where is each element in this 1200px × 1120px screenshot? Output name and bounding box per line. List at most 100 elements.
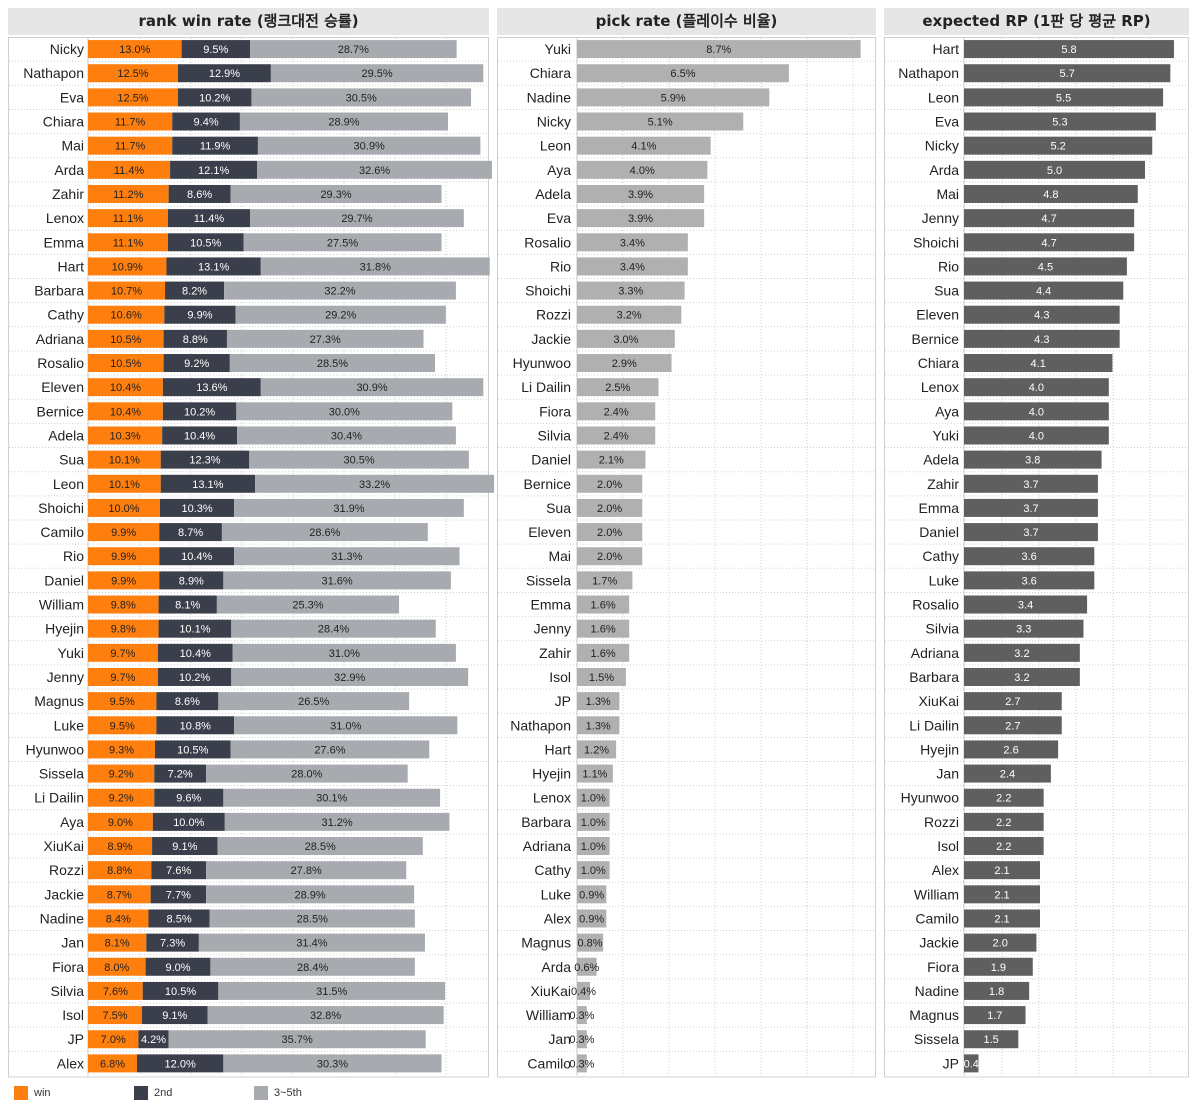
data-label: 8.1% xyxy=(175,600,200,612)
win-bar xyxy=(88,354,164,373)
data-label: 3.2% xyxy=(617,310,642,322)
win-bar xyxy=(88,812,153,831)
data-label: 5.9% xyxy=(661,92,686,104)
category-label: Nathapon xyxy=(23,65,84,81)
category-label: Jan xyxy=(936,766,959,782)
category-label: Silvia xyxy=(538,427,572,443)
third-fifth-bar xyxy=(250,40,457,59)
data-label: 1.9 xyxy=(991,962,1006,974)
category-label: William xyxy=(526,1007,571,1023)
rp-bar xyxy=(964,136,1153,155)
category-label: Camilo xyxy=(915,910,959,926)
data-label: 30.5% xyxy=(346,92,377,104)
second-bar xyxy=(163,329,227,348)
data-label: 11.4% xyxy=(114,165,145,177)
pick-panel-title: pick rate (플레이수 비율) xyxy=(497,8,876,35)
data-label: 29.7% xyxy=(341,213,372,225)
rp-bar xyxy=(964,619,1084,638)
data-label: 7.3% xyxy=(160,938,185,950)
data-label: 1.8 xyxy=(989,986,1004,998)
data-label: 27.8% xyxy=(291,865,322,877)
category-label: Hyejin xyxy=(532,766,571,782)
third-fifth-bar xyxy=(239,112,448,131)
category-label: Hyejin xyxy=(45,621,84,637)
data-label: 31.2% xyxy=(322,817,353,829)
category-label: Chiara xyxy=(43,114,84,130)
data-label: 7.5% xyxy=(102,1010,127,1022)
category-label: Emma xyxy=(44,234,85,250)
category-label: Jenny xyxy=(534,621,571,637)
category-label: Rosalio xyxy=(912,597,959,613)
pick-rate-bar xyxy=(577,257,688,276)
third-fifth-bar xyxy=(231,667,469,686)
category-label: Nathapon xyxy=(510,717,571,733)
pick-rate-bar xyxy=(577,595,630,614)
second-bar xyxy=(160,498,235,517)
data-label: 5.7 xyxy=(1060,68,1075,80)
data-label: 10.2% xyxy=(184,406,215,418)
data-label: 4.8 xyxy=(1043,189,1058,201)
rp-bar xyxy=(964,981,1030,1000)
second-bar xyxy=(136,1054,224,1073)
win-bar xyxy=(88,281,166,300)
data-label: 10.5% xyxy=(165,986,196,998)
third-fifth-bar xyxy=(216,595,400,614)
data-label: 9.5% xyxy=(110,720,135,732)
pick-rate-bar xyxy=(577,329,675,348)
pick-rate-bar xyxy=(577,474,643,493)
second-bar xyxy=(168,184,231,203)
data-label: 9.2% xyxy=(109,793,134,805)
category-label: Nicky xyxy=(537,114,571,130)
rp-bar xyxy=(964,184,1138,203)
rp-bar xyxy=(964,957,1033,976)
data-label: 28.4% xyxy=(318,624,349,636)
category-label: Bernice xyxy=(912,331,960,347)
data-label: 0.9% xyxy=(579,889,604,901)
data-label: 28.9% xyxy=(295,889,326,901)
win-bar xyxy=(88,692,157,711)
pick-rate-bar xyxy=(577,136,711,155)
category-label: Sua xyxy=(934,283,959,299)
second-bar xyxy=(167,233,244,252)
pick-rate-bar xyxy=(577,692,620,711)
data-label: 1.7 xyxy=(987,1010,1002,1022)
win-bar xyxy=(88,595,159,614)
category-label: Zahir xyxy=(539,645,571,661)
data-label: 1.7% xyxy=(592,575,617,587)
second-bar xyxy=(152,812,225,831)
data-label: 13.6% xyxy=(196,382,227,394)
data-label: 30.9% xyxy=(354,141,385,153)
category-label: Jan xyxy=(548,1031,571,1047)
pick-rate-bar xyxy=(577,547,643,566)
data-label: 4.3 xyxy=(1034,334,1049,346)
pick-rate-bar xyxy=(577,64,789,83)
data-label: 32.2% xyxy=(324,286,355,298)
data-label: 9.0% xyxy=(165,962,190,974)
category-label: Fiora xyxy=(52,959,84,975)
category-label: Nadine xyxy=(527,89,572,105)
category-label: Yuki xyxy=(58,645,84,661)
data-label: 31.4% xyxy=(296,938,327,950)
data-label: 2.7 xyxy=(1005,696,1020,708)
rp-bar xyxy=(964,160,1145,179)
category-label: Eleven xyxy=(916,307,959,323)
category-label: Fiora xyxy=(927,959,959,975)
data-label: 29.2% xyxy=(325,310,356,322)
category-label: Barbara xyxy=(521,814,571,830)
category-label: Arda xyxy=(541,959,571,975)
data-label: 1.0% xyxy=(581,865,606,877)
data-label: 2.4 xyxy=(1000,769,1015,781)
third-fifth-bar xyxy=(257,160,492,179)
data-label: 4.2% xyxy=(141,1034,166,1046)
data-label: 28.5% xyxy=(297,913,328,925)
data-label: 9.8% xyxy=(111,600,136,612)
win-bar xyxy=(88,426,163,445)
category-label: Mai xyxy=(936,186,959,202)
third-fifth-bar xyxy=(230,184,442,203)
category-label: Nathapon xyxy=(898,65,959,81)
data-label: 2.0% xyxy=(597,527,622,539)
data-label: 11.9% xyxy=(200,141,231,153)
category-label: Rozzi xyxy=(49,862,84,878)
second-bar xyxy=(151,861,207,880)
